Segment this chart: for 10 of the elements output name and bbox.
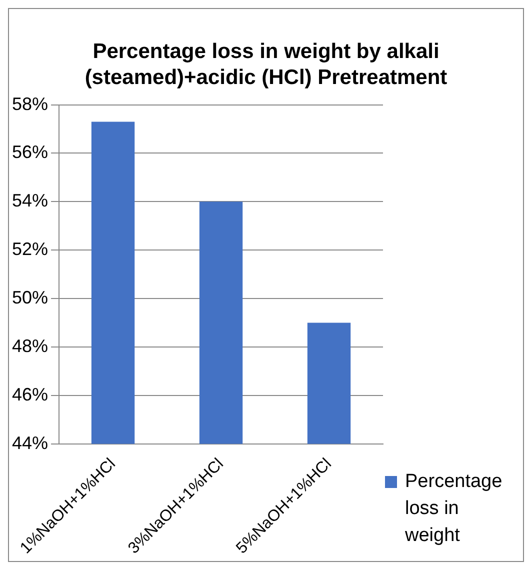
y-tick-label: 52%	[12, 239, 48, 260]
y-tick-label: 56%	[12, 142, 48, 162]
y-tick-label: 46%	[12, 384, 48, 404]
y-tick-label: 50%	[12, 288, 48, 308]
y-tick-label: 44%	[12, 432, 48, 453]
y-tick-label: 54%	[12, 190, 48, 211]
chart-title: Percentage loss in weight by alkali (steamed)+acidic (HCl) Pretreatment	[84, 39, 448, 91]
legend-label: Percentage loss in weight	[405, 470, 504, 548]
y-tick-label: 48%	[12, 336, 48, 356]
y-tick-label: 58%	[12, 94, 48, 114]
